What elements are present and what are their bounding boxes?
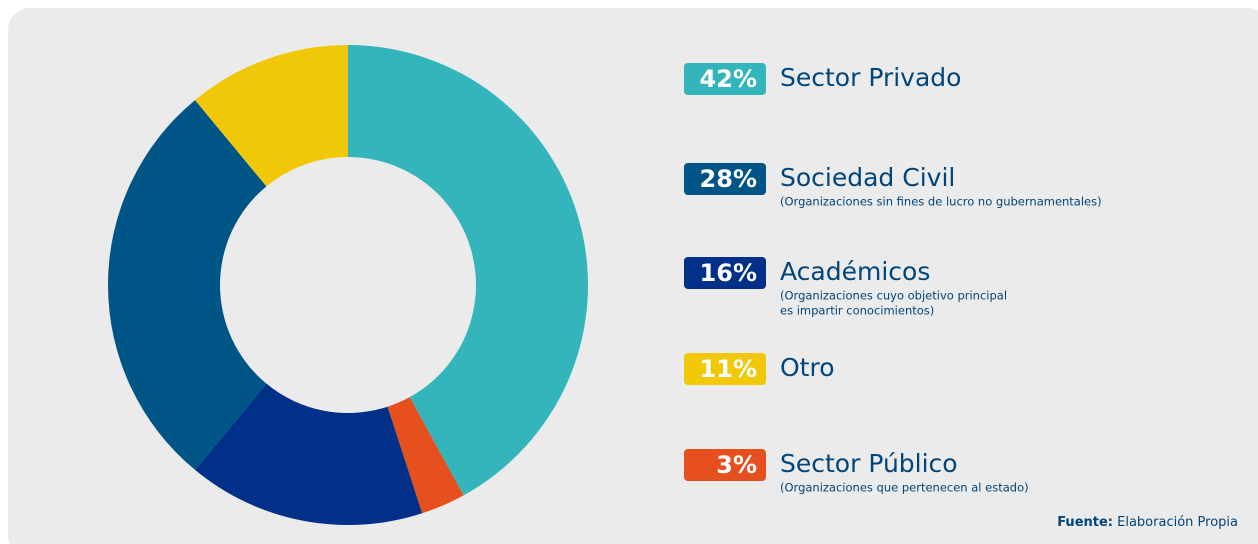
source-text: Elaboración Propia [1117, 515, 1238, 530]
legend-value-label: 11% [700, 355, 757, 383]
legend-note: es impartir conocimientos) [780, 304, 934, 318]
legend-label: Sector Público [780, 449, 958, 478]
legend-value-label: 3% [716, 451, 757, 479]
legend-badge [684, 257, 766, 289]
wedge [195, 45, 348, 187]
legend-badge [684, 63, 766, 95]
legend-note: (Organizaciones sin fines de lucro no gu… [780, 195, 1102, 209]
legend-label: Académicos [780, 257, 930, 286]
legend-value-label: 28% [700, 165, 757, 193]
source: Fuente: Elaboración Propia [1057, 515, 1238, 530]
wedge [348, 45, 589, 496]
source-label: Fuente: [1057, 515, 1113, 530]
legend-label: Sociedad Civil [780, 163, 955, 192]
legend-value-label: 42% [700, 65, 757, 93]
legend-label: Sector Privado [780, 63, 961, 92]
legend-value-label: 16% [700, 259, 757, 287]
legend-badge [684, 353, 766, 385]
wedge [108, 100, 267, 470]
wedge [387, 397, 464, 514]
legend-badge [684, 163, 766, 195]
wedge [195, 383, 423, 525]
legend-note: (Organizaciones cuyo objetivo principal [780, 289, 1007, 303]
legend-badge [684, 449, 766, 481]
legend-note: (Organizaciones que pertenecen al estado… [780, 481, 1029, 495]
legend-label: Otro [780, 353, 835, 382]
